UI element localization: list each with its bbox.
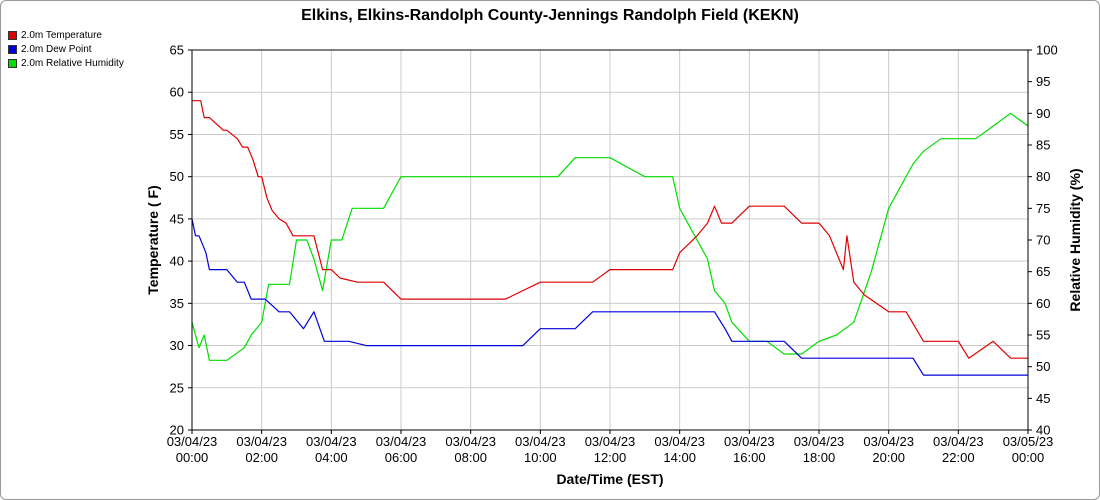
dew-point-swatch-icon bbox=[8, 44, 17, 54]
legend-label-temperature: 2.0m Temperature bbox=[21, 29, 102, 41]
x-tick-label-date: 03/04/23 bbox=[724, 434, 775, 449]
y-right-tick-label: 100 bbox=[1036, 43, 1058, 58]
x-tick-label-time: 00:00 bbox=[176, 450, 209, 465]
axis-ticks: 03/04/2300:0003/04/2302:0003/04/2304:000… bbox=[167, 43, 1058, 466]
x-tick-label-time: 18:00 bbox=[803, 450, 836, 465]
x-tick-label-time: 10:00 bbox=[524, 450, 557, 465]
series-line-temperature bbox=[192, 100, 1028, 359]
x-tick-label-time: 00:00 bbox=[1012, 450, 1045, 465]
series-lines bbox=[191, 100, 1029, 376]
x-tick-label-time: 12:00 bbox=[594, 450, 627, 465]
series-line-dew-point bbox=[191, 218, 1028, 376]
x-tick-label-time: 04:00 bbox=[315, 450, 348, 465]
x-tick-label-time: 22:00 bbox=[942, 450, 975, 465]
y-left-tick-label: 55 bbox=[170, 127, 184, 142]
y-left-tick-label: 40 bbox=[170, 254, 184, 269]
y-axis-right-label: Relative Humidity (%) bbox=[1067, 168, 1083, 311]
x-tick-label-time: 14:00 bbox=[663, 450, 696, 465]
y-right-tick-label: 55 bbox=[1036, 328, 1050, 343]
legend-item-relative-humidity: 2.0m Relative Humidity bbox=[8, 56, 124, 70]
y-right-tick-label: 95 bbox=[1036, 74, 1050, 89]
y-left-tick-label: 45 bbox=[170, 211, 184, 226]
legend-item-temperature: 2.0m Temperature bbox=[8, 28, 124, 42]
y-left-tick-label: 35 bbox=[170, 296, 184, 311]
x-tick-label-date: 03/04/23 bbox=[376, 434, 427, 449]
y-left-tick-label: 30 bbox=[170, 338, 184, 353]
y-left-tick-label: 60 bbox=[170, 85, 184, 100]
y-left-tick-label: 50 bbox=[170, 169, 184, 184]
y-axis-left-label: Temperature ( F) bbox=[145, 185, 161, 294]
relative-humidity-swatch-icon bbox=[8, 58, 17, 68]
y-right-tick-label: 75 bbox=[1036, 201, 1050, 216]
x-tick-label-date: 03/04/23 bbox=[794, 434, 845, 449]
x-tick-label-date: 03/04/23 bbox=[863, 434, 914, 449]
temperature-swatch-icon bbox=[8, 30, 17, 40]
y-right-tick-label: 90 bbox=[1036, 106, 1050, 121]
y-left-tick-label: 25 bbox=[170, 380, 184, 395]
x-tick-label-date: 03/04/23 bbox=[445, 434, 496, 449]
legend-label-dew-point: 2.0m Dew Point bbox=[21, 43, 92, 55]
x-tick-label-date: 03/04/23 bbox=[515, 434, 566, 449]
y-right-tick-label: 85 bbox=[1036, 138, 1050, 153]
series-line-relative-humidity bbox=[191, 112, 1029, 361]
y-left-tick-label: 65 bbox=[170, 43, 184, 58]
x-tick-label-date: 03/04/23 bbox=[933, 434, 984, 449]
x-tick-label-time: 02:00 bbox=[245, 450, 278, 465]
y-right-tick-label: 50 bbox=[1036, 359, 1050, 374]
y-right-tick-label: 65 bbox=[1036, 264, 1050, 279]
x-tick-label-date: 03/04/23 bbox=[654, 434, 705, 449]
x-tick-label-time: 06:00 bbox=[385, 450, 418, 465]
x-tick-label-time: 08:00 bbox=[454, 450, 487, 465]
y-right-tick-label: 40 bbox=[1036, 423, 1050, 438]
x-tick-label-time: 16:00 bbox=[733, 450, 766, 465]
y-right-tick-label: 45 bbox=[1036, 391, 1050, 406]
x-tick-label-date: 03/04/23 bbox=[306, 434, 357, 449]
y-right-tick-label: 80 bbox=[1036, 169, 1050, 184]
legend-item-dew-point: 2.0m Dew Point bbox=[8, 42, 124, 56]
chart-title: Elkins, Elkins-Randolph County-Jennings … bbox=[301, 7, 799, 24]
y-left-tick-label: 20 bbox=[170, 423, 184, 438]
x-tick-label-date: 03/04/23 bbox=[236, 434, 287, 449]
legend: 2.0m Temperature 2.0m Dew Point 2.0m Rel… bbox=[8, 28, 124, 70]
x-tick-label-date: 03/05/23 bbox=[1003, 434, 1054, 449]
y-right-tick-label: 60 bbox=[1036, 296, 1050, 311]
legend-label-relative-humidity: 2.0m Relative Humidity bbox=[21, 57, 124, 69]
x-tick-label-date: 03/04/23 bbox=[585, 434, 636, 449]
x-axis-label: Date/Time (EST) bbox=[556, 471, 663, 487]
x-tick-label-date: 03/04/23 bbox=[167, 434, 218, 449]
x-tick-label-time: 20:00 bbox=[872, 450, 905, 465]
y-right-tick-label: 70 bbox=[1036, 233, 1050, 248]
grid bbox=[191, 49, 1029, 431]
